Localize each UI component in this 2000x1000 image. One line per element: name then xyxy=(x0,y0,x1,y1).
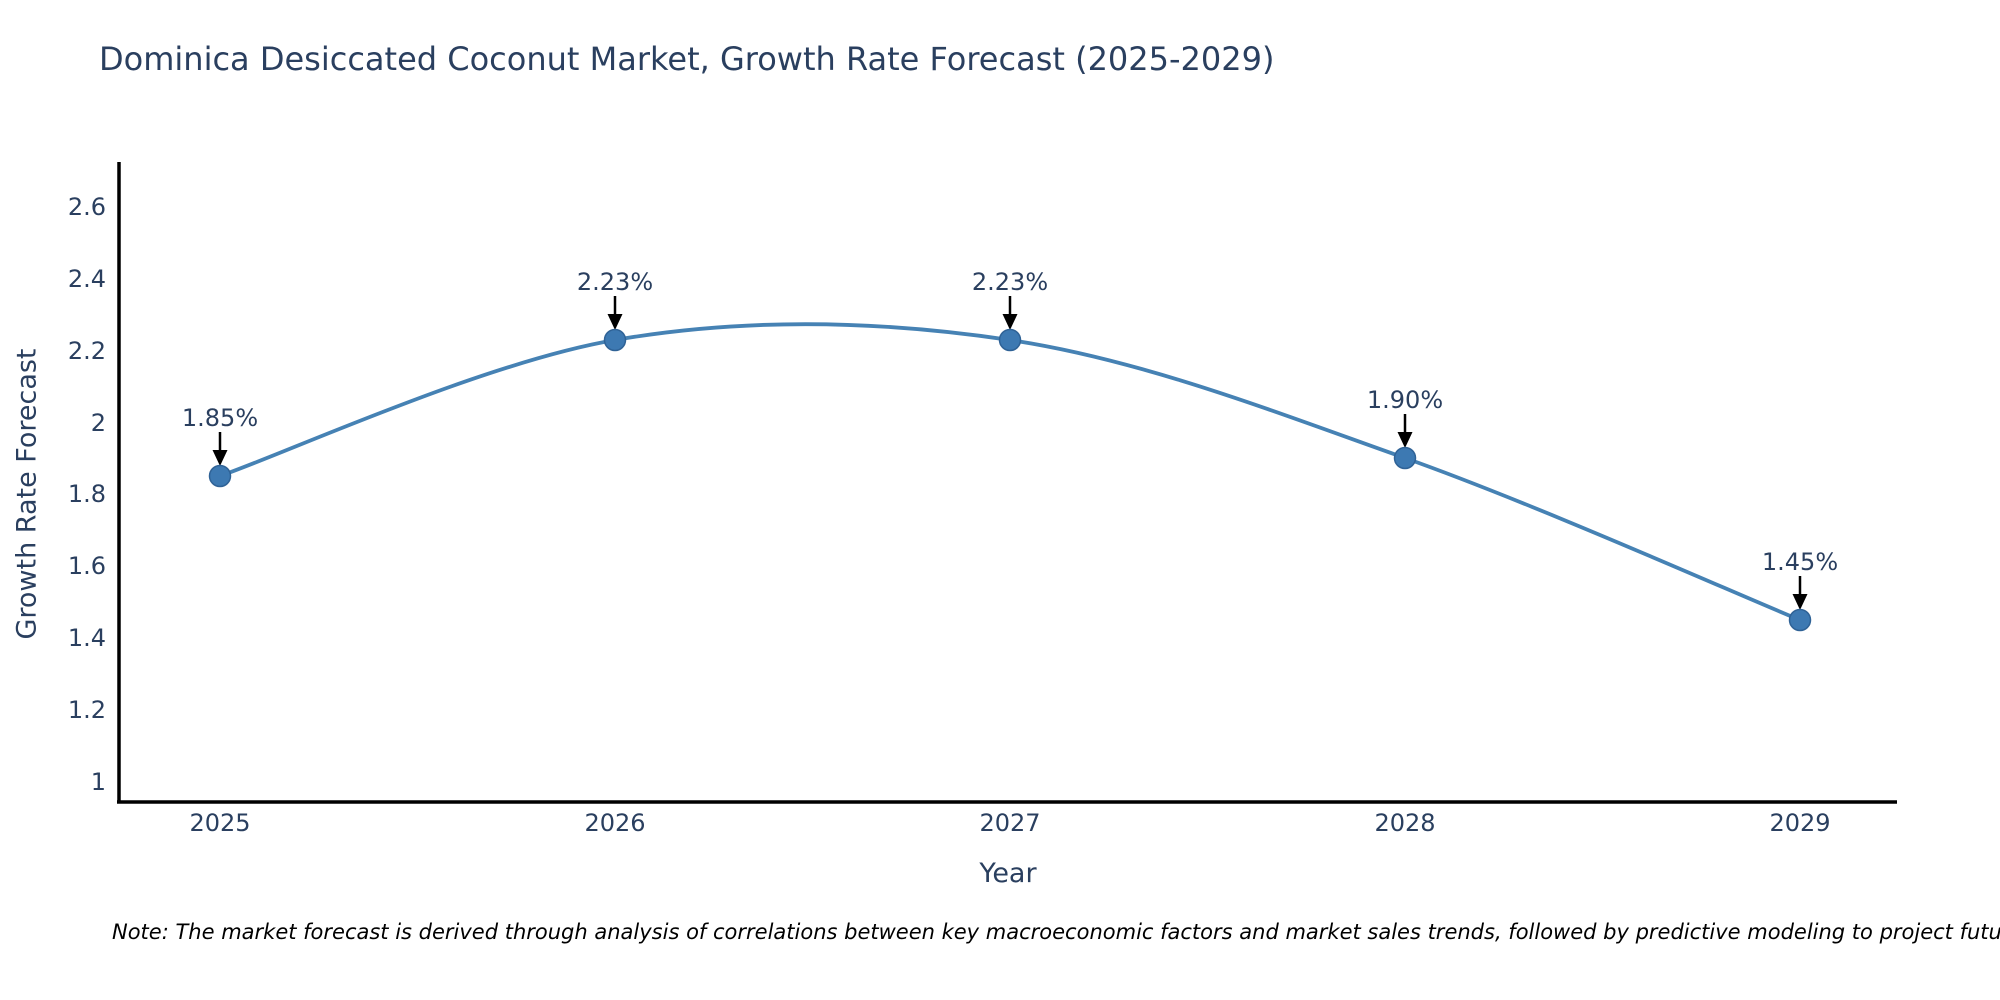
y-tick-1-4: 1.4 xyxy=(67,624,106,652)
data-point-2028 xyxy=(1393,446,1417,470)
footnote: Note: The market forecast is derived thr… xyxy=(112,920,2000,944)
annotation-arrows xyxy=(212,296,1808,610)
y-tick-1-2: 1.2 xyxy=(67,696,106,724)
x-tick-2028: 2028 xyxy=(1374,809,1436,837)
y-tick-2-6: 2.6 xyxy=(67,193,106,221)
data-point-2027 xyxy=(998,328,1022,352)
annotation-2029: 1.45% xyxy=(1761,548,1839,576)
x-tick-2025: 2025 xyxy=(189,809,251,837)
arrow-head-2026 xyxy=(607,314,623,330)
y-tick-1-6: 1.6 xyxy=(67,552,106,580)
arrow-head-2028 xyxy=(1397,432,1413,448)
chart-title: Dominica Desiccated Coconut Market, Grow… xyxy=(99,40,1275,78)
x-tick-2026: 2026 xyxy=(584,809,646,837)
data-point-markers xyxy=(208,328,1812,632)
x-tick-2029: 2029 xyxy=(1769,809,1831,837)
y-tick-2-4: 2.4 xyxy=(67,265,106,293)
x-tick-2027: 2027 xyxy=(979,809,1041,837)
forecast-line xyxy=(218,322,1802,622)
data-point-2025 xyxy=(208,464,232,488)
y-tick-1: 1 xyxy=(90,768,106,796)
data-point-2026 xyxy=(603,328,627,352)
y-tick-1-8: 1.8 xyxy=(67,480,106,508)
arrow-head-2029 xyxy=(1792,594,1808,610)
annotation-2028: 1.90% xyxy=(1366,386,1444,414)
y-tick-2-2: 2.2 xyxy=(67,337,106,365)
y-tick-2: 2 xyxy=(90,409,106,437)
annotation-2025: 1.85% xyxy=(181,404,259,432)
annotation-2026: 2.23% xyxy=(576,268,654,296)
y-axis-title: Growth Rate Forecast xyxy=(11,348,43,640)
data-point-2029 xyxy=(1788,608,1812,632)
annotation-2027: 2.23% xyxy=(971,268,1049,296)
arrow-head-2025 xyxy=(212,450,228,466)
x-axis-title: Year xyxy=(979,858,1037,889)
arrow-head-2027 xyxy=(1002,314,1018,330)
